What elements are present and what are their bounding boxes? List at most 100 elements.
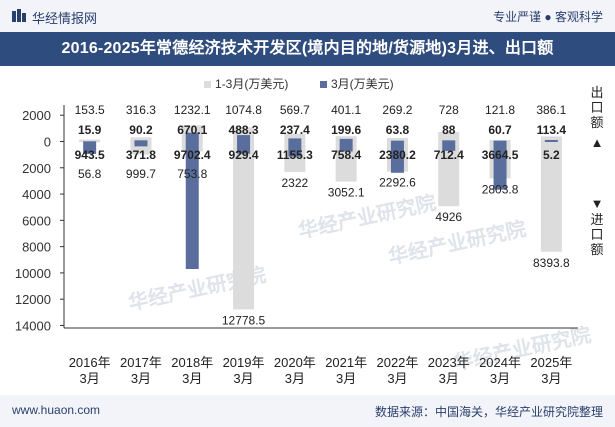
chart-title: 2016-2025年常德经济技术开发区(境内目的地/货源地)3月进、出口额: [61, 40, 554, 57]
bar-march-import: [83, 141, 97, 154]
x-tick-label-year: 2021年: [325, 355, 367, 370]
label-march-import: 3664.5: [482, 148, 519, 162]
y-tick-label: 6000: [22, 213, 51, 228]
label-march-import: 5.2: [543, 148, 560, 162]
label-cumulative-import: 753.8: [177, 167, 207, 181]
label-cumulative-import: 3052.1: [328, 186, 365, 200]
bar-cumulative-export: [540, 136, 562, 142]
label-march-export: 60.7: [488, 123, 512, 137]
bar-march-import: [288, 141, 302, 157]
bar-cumulative-import: [540, 141, 562, 252]
legend-label-cumulative: 1-3月(万美元): [215, 77, 288, 91]
bar-march-export: [544, 140, 558, 142]
label-march-import: 712.4: [434, 148, 464, 162]
x-tick-label-year: 2017年: [120, 355, 162, 370]
bar-march-export: [134, 140, 148, 142]
label-cumulative-import: 2322: [281, 176, 308, 190]
label-march-export: 63.8: [386, 123, 410, 137]
y-tick-label: 2000: [22, 108, 51, 123]
bar-cumulative-export: [335, 136, 357, 142]
bar-cumulative-export: [489, 139, 511, 142]
bar-cumulative-export: [79, 139, 101, 142]
bar-march-import: [185, 141, 199, 269]
bar-march-import: [237, 141, 251, 154]
bar-march-export: [185, 132, 199, 142]
label-cumulative-export: 269.2: [382, 103, 412, 117]
x-tick-label-year: 2024年: [479, 355, 521, 370]
y-tick-label: 14000: [15, 318, 51, 333]
bar-march-export: [237, 135, 251, 142]
x-tick-label-month: 3月: [285, 371, 305, 386]
x-tick-label-month: 3月: [387, 371, 407, 386]
bar-march-import: [544, 141, 558, 142]
bar-cumulative-import: [335, 141, 357, 182]
label-march-export: 199.6: [331, 123, 361, 137]
side-label-export: 额: [590, 115, 603, 130]
label-march-export: 88: [442, 123, 456, 137]
label-cumulative-import: 2803.8: [482, 182, 519, 196]
top-bar: 华经情报网 专业严谨 ● 客观科学: [0, 0, 615, 32]
legend: 1-3月(万美元) 3月(万美元): [204, 77, 394, 91]
export-arrow-icon: ▲: [591, 135, 604, 150]
bar-cumulative-import: [233, 141, 255, 310]
label-march-export: 670.1: [177, 123, 207, 137]
label-march-import: 758.4: [331, 148, 361, 162]
label-march-export: 488.3: [229, 123, 259, 137]
footer: www.huaon.com 数据来源：中国海关，华经产业研究院整理: [0, 395, 615, 427]
legend-label-march: 3月(万美元): [331, 77, 394, 91]
bar-cumulative-export: [438, 131, 460, 142]
y-tick-label: 2000: [22, 161, 51, 176]
bar-march-import: [339, 141, 353, 152]
y-tick-label: 10000: [15, 266, 51, 281]
site-url: www.huaon.com: [12, 403, 101, 417]
x-tick-label-year: 2016年: [69, 355, 111, 370]
legend-swatch-cumulative: [204, 81, 211, 88]
x-tick-label-year: 2022年: [376, 355, 418, 370]
x-tick-label-month: 3月: [131, 371, 151, 386]
side-label-export: 口: [590, 100, 603, 115]
label-march-import: 929.4: [229, 148, 259, 162]
bar-cumulative-export: [386, 137, 408, 142]
label-cumulative-export: 386.1: [536, 103, 566, 117]
x-tick-label-year: 2025年: [530, 355, 572, 370]
bar-march-export: [390, 140, 404, 142]
label-cumulative-export: 569.7: [280, 103, 310, 117]
label-cumulative-import: 12778.5: [222, 313, 266, 327]
y-axis: 2000 0 2000 4000 6000 8000 10000 12000 14000: [15, 105, 65, 333]
y-tick-label: 8000: [22, 240, 51, 255]
y-tick-label: 0: [44, 135, 51, 150]
bar-march-import: [493, 141, 507, 190]
legend-swatch-march: [320, 81, 327, 88]
x-tick-label-month: 3月: [541, 371, 561, 386]
title-bar: 2016-2025年常德经济技术开发区(境内目的地/货源地)3月进、出口额: [0, 32, 615, 66]
y-tick-label: 4000: [22, 187, 51, 202]
x-axis: 2016年3月2017年3月2018年3月2019年3月2020年3月2021年…: [64, 327, 578, 386]
x-tick-label-month: 3月: [80, 371, 100, 386]
x-tick-label-month: 3月: [439, 371, 459, 386]
label-cumulative-export: 401.1: [331, 103, 361, 117]
label-march-export: 15.9: [78, 123, 102, 137]
side-label-export: 出: [590, 85, 603, 100]
bar-march-import: [390, 141, 404, 173]
label-march-export: 113.4: [537, 123, 567, 137]
label-cumulative-export: 121.8: [485, 103, 515, 117]
x-tick-label-month: 3月: [490, 371, 510, 386]
bar-march-export: [493, 140, 507, 142]
label-march-import: 2380.2: [379, 148, 416, 162]
x-tick-label-year: 2020年: [274, 355, 316, 370]
label-cumulative-import: 8393.8: [533, 256, 570, 270]
import-arrow-icon: ▼: [591, 196, 604, 211]
label-cumulative-import: 4926: [435, 210, 462, 224]
side-labels: 出口额▲▼进口额: [590, 85, 603, 257]
label-cumulative-export: 1232.1: [174, 103, 211, 117]
bar-cumulative-export: [284, 134, 306, 142]
tagline: 专业严谨 ● 客观科学: [493, 10, 603, 24]
label-cumulative-export: 316.3: [126, 103, 156, 117]
label-march-export: 237.4: [280, 123, 310, 137]
bar-cumulative-import: [438, 141, 460, 207]
bar-march-export: [442, 140, 456, 142]
label-cumulative-export: 153.5: [75, 103, 105, 117]
side-label-import: 口: [590, 227, 603, 242]
x-tick-label-month: 3月: [182, 371, 202, 386]
y-tick-label: 12000: [15, 292, 51, 307]
